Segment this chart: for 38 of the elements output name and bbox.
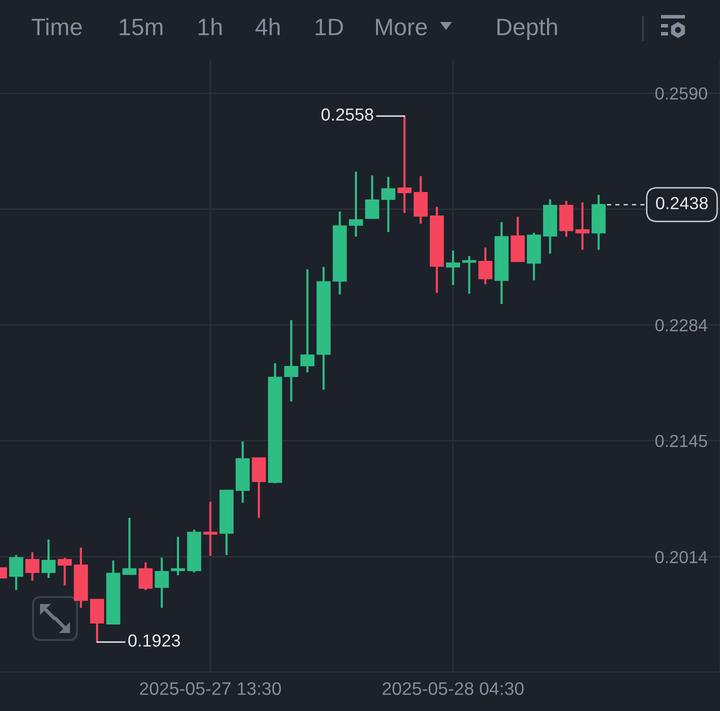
x-tick-label: 2025-05-27 13:30 (140, 682, 281, 695)
y-tick-label: 0.2284 (655, 319, 708, 332)
candlestick (122, 516, 136, 576)
candlestick (414, 175, 428, 225)
candlestick (58, 556, 72, 586)
candlestick (154, 556, 169, 609)
candlestick (575, 201, 590, 251)
x-tick-label: 2025-05-28 04:30 (382, 682, 524, 695)
candlestick (478, 246, 492, 286)
text: Time (32, 18, 82, 36)
candlestick (138, 561, 153, 592)
annotation: 0.2558 (322, 108, 374, 121)
candlestick (365, 174, 380, 220)
text: 1D (316, 18, 343, 36)
candlestick (170, 536, 186, 576)
candlestick (203, 500, 218, 557)
y-tick-label: 0.2590 (655, 87, 708, 100)
candlestick (381, 176, 396, 234)
candlestick (446, 250, 460, 286)
candlestick (252, 456, 266, 519)
text: 15m (120, 18, 162, 36)
candlestick (9, 554, 24, 592)
candlestick (397, 115, 412, 214)
text: 1h (198, 18, 222, 36)
candlestick (284, 319, 298, 403)
candlestick (42, 538, 56, 580)
candlestick (300, 268, 314, 374)
candlestick (90, 598, 104, 644)
annotation: 0.1923 (128, 634, 180, 647)
candlestick (348, 170, 363, 238)
y-tick-label: 0.2014 (655, 550, 708, 564)
candlestick (25, 551, 40, 582)
candlestick (462, 254, 476, 295)
y-tick-label: 0.2145 (655, 434, 708, 448)
text: 4h (255, 18, 280, 36)
text: Depth (497, 18, 557, 40)
ref-line-label: 0.2438 (656, 197, 708, 210)
text: More (376, 18, 427, 36)
